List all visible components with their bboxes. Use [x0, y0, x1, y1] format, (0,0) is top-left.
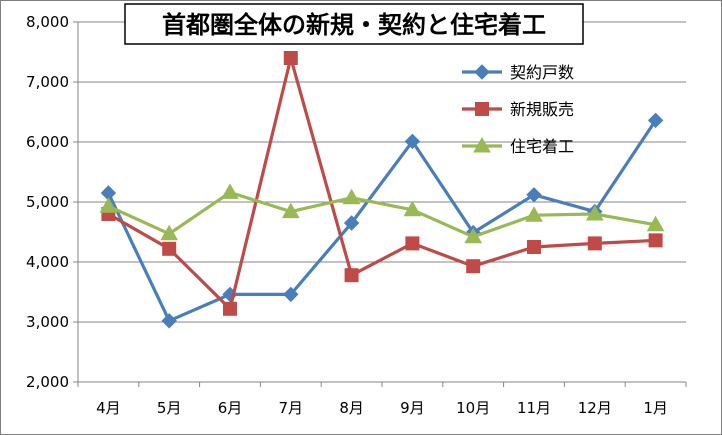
data-point — [648, 233, 663, 248]
series-line — [107, 190, 656, 239]
data-point — [161, 313, 177, 329]
legend-item: 契約戸数 — [462, 63, 574, 82]
data-point — [403, 200, 422, 217]
x-tick-label: 11月 — [517, 399, 551, 417]
x-tick-label: 5月 — [157, 399, 182, 417]
legend-label: 契約戸数 — [510, 63, 574, 82]
y-tick-label: 4,000 — [26, 253, 69, 271]
legend-item: 住宅着工 — [462, 136, 574, 156]
series-2 — [101, 51, 663, 316]
x-tick-label: 12月 — [578, 399, 612, 417]
y-tick-label: 3,000 — [26, 313, 69, 331]
x-tick-label: 6月 — [218, 399, 243, 417]
legend-swatch-marker — [475, 102, 489, 116]
data-point — [585, 204, 604, 221]
data-point — [526, 187, 542, 203]
data-point — [221, 183, 239, 199]
y-tick-label: 7,000 — [26, 73, 69, 91]
data-point — [646, 215, 665, 232]
x-tick-label: 1月 — [643, 399, 668, 417]
y-tick-label: 2,000 — [26, 373, 69, 391]
legend-swatch-marker — [473, 136, 491, 153]
axes: 2,000 3,000 4,000 5,000 6,000 7,000 8,000 4月 5月 6… — [26, 13, 687, 417]
x-tick-label: 4月 — [96, 399, 121, 417]
data-point — [160, 224, 179, 241]
data-point — [405, 236, 420, 251]
data-point — [527, 240, 541, 254]
series-line — [107, 56, 656, 311]
data-point — [404, 133, 421, 150]
data-point — [99, 197, 118, 213]
chart-title-box — [124, 3, 584, 45]
data-point — [223, 301, 237, 316]
data-point — [342, 188, 361, 205]
x-tick-label: 8月 — [339, 399, 364, 417]
series-line — [106, 119, 657, 323]
x-tick-label: 10月 — [456, 399, 490, 417]
data-point — [647, 112, 664, 129]
data-point — [283, 51, 298, 65]
legend-label: 新規販売 — [510, 100, 574, 119]
legend-swatch-marker — [474, 64, 490, 80]
x-tick-label: 7月 — [279, 399, 304, 417]
chart-title: 首都圏全体の新規・契約と住宅着工 — [162, 11, 546, 39]
y-tick-label: 8,000 — [26, 13, 69, 31]
y-tick-label: 6,000 — [26, 133, 69, 151]
x-tick-label: 9月 — [400, 399, 425, 417]
data-point — [283, 286, 299, 303]
legend-label: 住宅着工 — [510, 137, 574, 156]
legend-item: 新規販売 — [462, 100, 574, 119]
data-point — [281, 202, 300, 219]
data-point — [464, 227, 483, 244]
series-3 — [99, 183, 665, 244]
data-point — [343, 215, 360, 231]
chart-title-group: 首都圏全体の新規・契約と住宅着工 — [124, 3, 584, 45]
data-point — [587, 236, 602, 251]
series-group — [99, 51, 665, 329]
data-point — [344, 268, 359, 283]
data-point — [162, 241, 177, 256]
data-point — [466, 259, 481, 274]
y-tick-label: 5,000 — [26, 193, 69, 211]
data-point — [525, 206, 543, 222]
